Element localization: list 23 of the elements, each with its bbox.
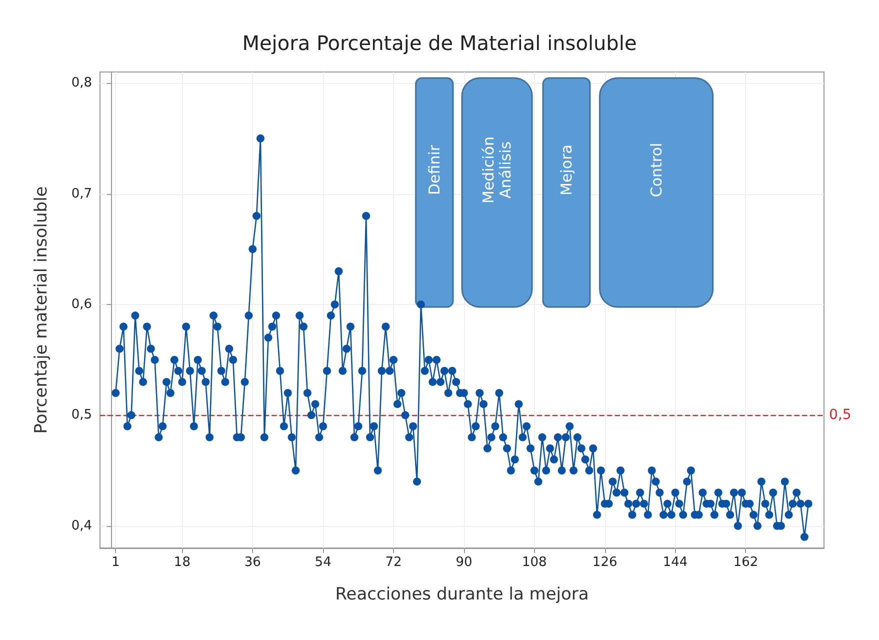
x-tick-label: 108 [522, 555, 547, 570]
x-tick-label: 1 [112, 555, 120, 570]
x-tick-label: 162 [733, 555, 758, 570]
x-tick-label: 36 [244, 555, 261, 570]
x-tick-label: 90 [456, 555, 472, 570]
x-axis-title: Reacciones durante la mejora [335, 584, 589, 604]
x-tick-label: 18 [174, 555, 190, 570]
ref-line-label: 0,5 [829, 407, 852, 424]
band-label: Medición Análisis [480, 136, 515, 204]
y-tick-label: 0,8 [71, 76, 92, 91]
y-tick-label: 0,6 [71, 296, 92, 312]
y-axis-title: Porcentaje material insoluble [32, 186, 52, 434]
band-label: Control [647, 142, 666, 198]
y-tick-label: 0,5 [71, 408, 92, 423]
band-label: Mejora [557, 144, 576, 196]
y-tick-label: 0,7 [71, 186, 92, 202]
y-tick-label: 0,4 [71, 518, 92, 534]
x-tick-label: 54 [314, 555, 332, 570]
x-tick-label: 72 [385, 555, 402, 570]
x-tick-label: 144 [662, 555, 688, 570]
x-tick-label: 126 [592, 555, 618, 570]
band-label: Definir [425, 144, 444, 196]
chart-title: Mejora Porcentaje de Material insoluble [242, 31, 637, 55]
